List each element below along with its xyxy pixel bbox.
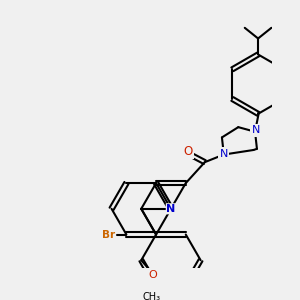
Text: Br: Br <box>102 230 115 239</box>
Text: CH₃: CH₃ <box>143 292 161 300</box>
Text: O: O <box>183 145 193 158</box>
Text: O: O <box>148 273 157 283</box>
Text: N: N <box>220 149 228 159</box>
Text: O: O <box>148 270 157 280</box>
Text: N: N <box>166 204 176 214</box>
Text: N: N <box>252 125 260 135</box>
